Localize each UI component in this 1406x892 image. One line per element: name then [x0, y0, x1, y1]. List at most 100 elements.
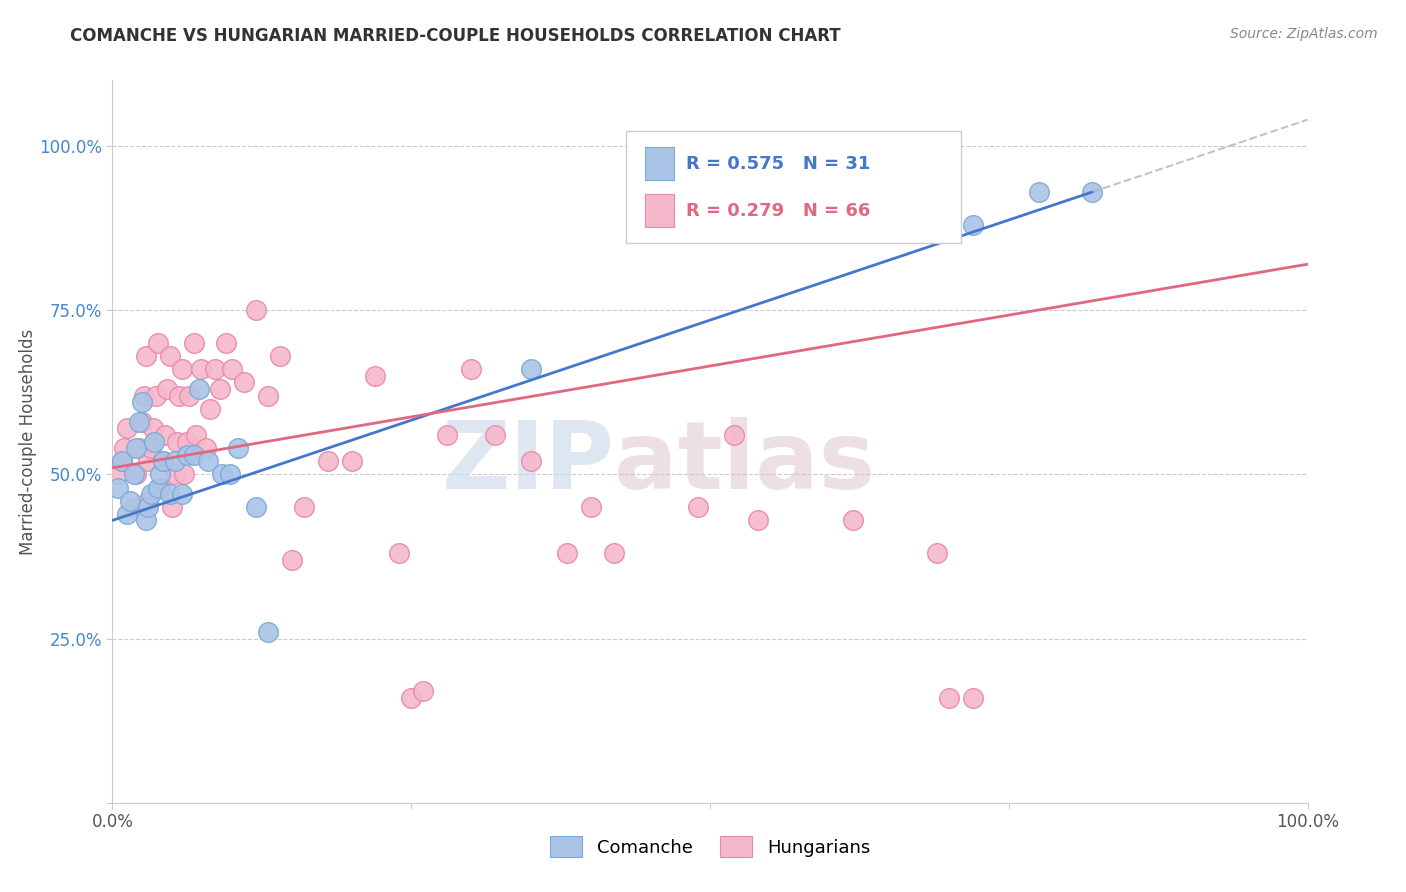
- Point: [183, 336, 205, 351]
- Point: [187, 382, 209, 396]
- Point: [128, 415, 150, 429]
- Legend: Comanche, Hungarians: Comanche, Hungarians: [541, 827, 879, 866]
- Point: [340, 454, 363, 468]
- Point: [603, 546, 626, 560]
- Point: [153, 428, 176, 442]
- Point: [170, 487, 193, 501]
- Point: [131, 395, 153, 409]
- Point: [149, 481, 172, 495]
- Point: [927, 546, 949, 560]
- Point: [111, 454, 134, 468]
- Point: [460, 362, 482, 376]
- Point: [132, 388, 155, 402]
- Point: [122, 500, 145, 515]
- Point: [218, 467, 240, 482]
- Point: [1028, 185, 1050, 199]
- Point: [125, 441, 148, 455]
- Point: [143, 434, 166, 449]
- Point: [139, 441, 162, 455]
- Point: [194, 441, 217, 455]
- Point: [388, 546, 411, 560]
- Point: [257, 388, 280, 402]
- Point: [111, 454, 134, 468]
- Point: [163, 467, 186, 482]
- Text: COMANCHE VS HUNGARIAN MARRIED-COUPLE HOUSEHOLDS CORRELATION CHART: COMANCHE VS HUNGARIAN MARRIED-COUPLE HOU…: [70, 27, 841, 45]
- Point: [162, 500, 183, 515]
- Point: [131, 415, 153, 429]
- Point: [183, 448, 205, 462]
- Point: [520, 454, 543, 468]
- Point: [159, 349, 181, 363]
- Point: [688, 500, 710, 515]
- Point: [215, 336, 238, 351]
- Text: ZIP: ZIP: [441, 417, 614, 509]
- FancyBboxPatch shape: [627, 131, 962, 243]
- Point: [842, 513, 865, 527]
- Point: [226, 441, 249, 455]
- Point: [962, 218, 984, 232]
- Point: [412, 684, 434, 698]
- FancyBboxPatch shape: [645, 194, 675, 227]
- Point: [163, 454, 186, 468]
- Text: atlas: atlas: [614, 417, 876, 509]
- Y-axis label: Married-couple Households: Married-couple Households: [18, 328, 37, 555]
- Point: [245, 500, 267, 515]
- Point: [170, 362, 193, 376]
- Point: [186, 428, 208, 442]
- Point: [204, 362, 226, 376]
- Point: [138, 454, 160, 468]
- Point: [436, 428, 458, 442]
- Point: [122, 467, 145, 482]
- Point: [257, 625, 280, 640]
- Point: [197, 454, 219, 468]
- Point: [723, 428, 745, 442]
- FancyBboxPatch shape: [645, 147, 675, 180]
- Point: [149, 467, 172, 482]
- Point: [125, 467, 148, 482]
- Point: [107, 481, 129, 495]
- Point: [138, 493, 160, 508]
- Point: [245, 303, 267, 318]
- Point: [579, 500, 602, 515]
- Point: [156, 382, 179, 396]
- Point: [169, 388, 191, 402]
- Text: Source: ZipAtlas.com: Source: ZipAtlas.com: [1230, 27, 1378, 41]
- Point: [211, 467, 233, 482]
- Point: [135, 349, 157, 363]
- Point: [166, 434, 188, 449]
- Point: [173, 467, 195, 482]
- Point: [138, 500, 160, 515]
- Point: [176, 434, 198, 449]
- Point: [209, 382, 232, 396]
- Point: [190, 362, 212, 376]
- Text: R = 0.279   N = 66: R = 0.279 N = 66: [686, 202, 870, 219]
- Point: [1081, 185, 1104, 199]
- Point: [699, 185, 721, 199]
- Point: [200, 401, 222, 416]
- Point: [146, 481, 169, 495]
- Point: [152, 454, 174, 468]
- Point: [233, 376, 256, 390]
- Point: [484, 428, 506, 442]
- Point: [962, 690, 984, 705]
- Point: [555, 546, 578, 560]
- Point: [114, 441, 135, 455]
- Point: [142, 421, 165, 435]
- Point: [115, 507, 138, 521]
- Point: [120, 493, 142, 508]
- Point: [107, 467, 129, 482]
- Point: [139, 487, 162, 501]
- Point: [364, 368, 387, 383]
- Point: [281, 553, 304, 567]
- Point: [177, 388, 200, 402]
- Point: [938, 690, 960, 705]
- Point: [159, 487, 181, 501]
- Point: [520, 362, 543, 376]
- Point: [135, 513, 157, 527]
- Point: [152, 454, 174, 468]
- Point: [401, 690, 423, 705]
- Point: [269, 349, 291, 363]
- Point: [128, 441, 150, 455]
- Point: [316, 454, 339, 468]
- Point: [221, 362, 243, 376]
